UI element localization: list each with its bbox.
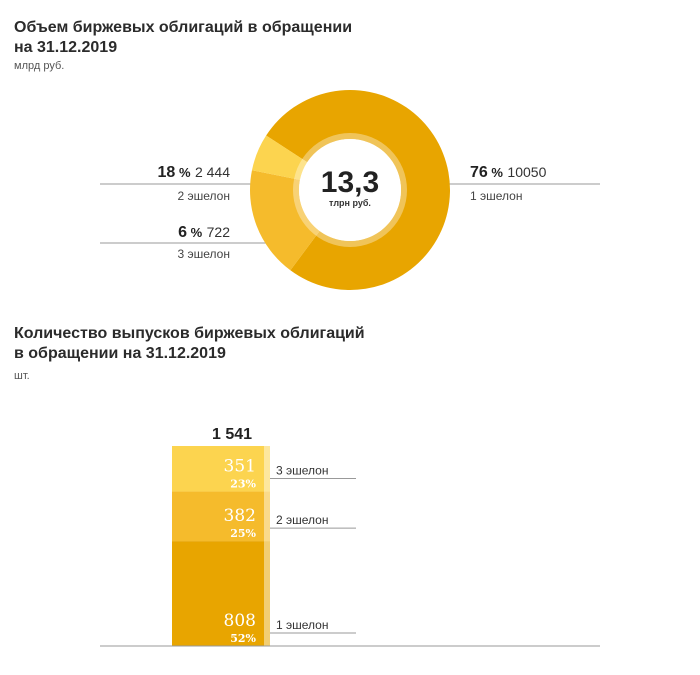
pct-3-echelon: 6 <box>178 224 188 241</box>
pct-1-echelon: 76 <box>470 164 488 181</box>
bar-percent-1-эшелон: 52% <box>230 632 256 645</box>
label-1-echelon: 76 % 10050 1 эшелон <box>470 162 600 203</box>
issues-title-line1: Количество выпусков биржевых облигаций <box>14 325 365 342</box>
bar-value-1-эшелон: 808 <box>224 611 256 631</box>
volume-unit-label: млрд руб. <box>14 60 65 72</box>
volume-title-line2: на 31.12.2019 <box>14 39 118 56</box>
bar-name-3-эшелон: 3 эшелон <box>276 464 328 478</box>
value-2-echelon: 2 444 <box>194 164 230 180</box>
bar-segment-edge-2-эшелон <box>264 491 270 542</box>
name-1-echelon: 1 эшелон <box>470 189 523 203</box>
donut-center-value: 13,3 <box>321 166 379 199</box>
label-3-echelon: 6 % 722 3 эшелон <box>100 222 230 261</box>
bar-percent-2-эшелон: 25% <box>230 527 256 540</box>
issues-unit-label: шт. <box>14 370 30 382</box>
volume-donut-chart: 13,3 тлрн руб. <box>100 89 600 290</box>
bar-percent-3-эшелон: 23% <box>230 478 256 491</box>
donut-center-unit: тлрн руб. <box>329 198 371 208</box>
value-3-echelon: 722 <box>206 224 230 240</box>
bar-name-2-эшелон: 2 эшелон <box>276 513 328 527</box>
label-2-echelon: 18 % 2 444 2 эшелон <box>100 162 230 203</box>
donut-slice-1 <box>266 89 450 290</box>
bar-segment-edge-3-эшелон <box>264 446 270 492</box>
bar-value-2-эшелон: 382 <box>224 506 256 526</box>
bar-name-1-эшелон: 1 эшелон <box>276 618 328 632</box>
bar-segment-edge-1-эшелон <box>264 541 270 646</box>
volume-title-line1: Объем биржевых облигаций в обращении <box>14 19 353 36</box>
donut-slice-3 <box>251 135 308 180</box>
issues-title-line2: в обращении на 31.12.2019 <box>14 345 226 362</box>
name-2-echelon: 2 эшелон <box>177 189 230 203</box>
name-3-echelon: 3 эшелон <box>177 247 230 261</box>
volume-chart-title: Объем биржевых облигаций в обращении на … <box>14 18 352 58</box>
bar-segment-2-эшелон <box>172 491 264 542</box>
value-1-echelon: 10050 <box>507 164 547 180</box>
donut-slice-2 <box>250 170 320 271</box>
bar-segment-1-эшелон <box>172 541 264 646</box>
issues-chart-title: Количество выпусков биржевых облигаций в… <box>14 324 365 364</box>
bar-segment-3-эшелон <box>172 446 264 492</box>
bar-total-label: 1 541 <box>212 426 252 443</box>
pct-2-echelon: 18 <box>157 164 176 181</box>
bar-value-3-эшелон: 351 <box>224 457 256 477</box>
donut-center <box>299 139 401 241</box>
